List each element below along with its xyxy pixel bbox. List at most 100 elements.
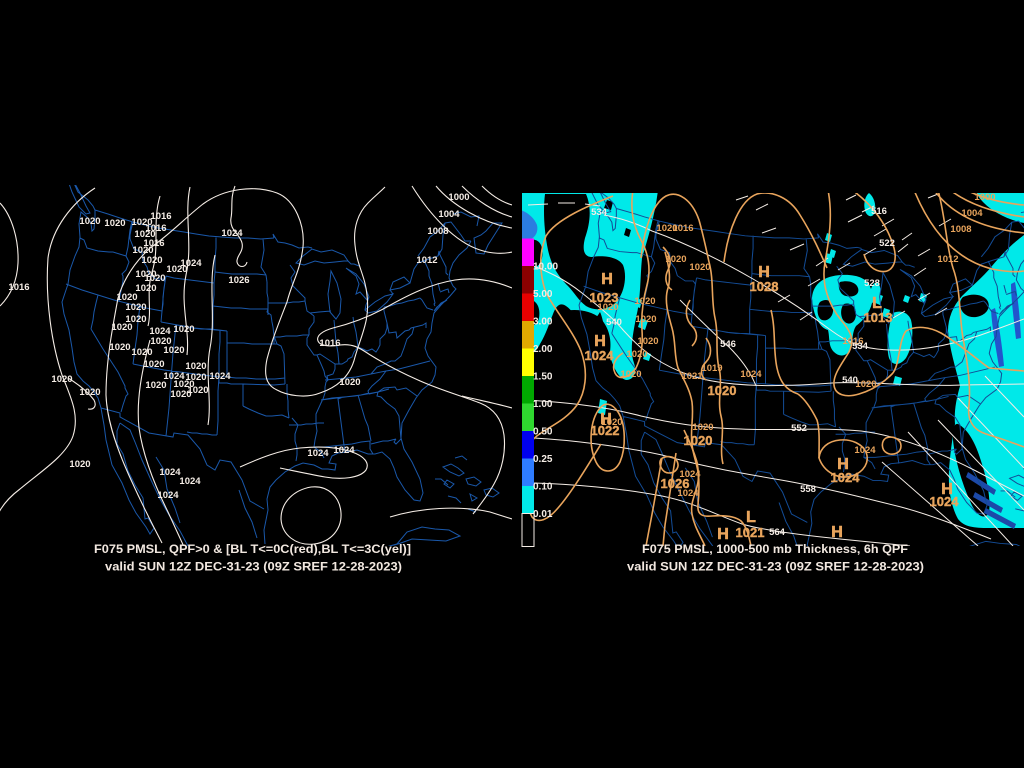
svg-text:1024: 1024	[163, 371, 185, 382]
svg-text:1024: 1024	[180, 258, 202, 269]
svg-text:1020: 1020	[185, 361, 206, 372]
svg-text:1020: 1020	[134, 229, 155, 240]
svg-text:1024: 1024	[930, 494, 960, 509]
svg-text:1016: 1016	[150, 211, 171, 222]
svg-text:1020: 1020	[635, 314, 656, 325]
svg-text:1020: 1020	[145, 380, 166, 391]
svg-text:1020: 1020	[185, 372, 206, 383]
svg-text:1024: 1024	[854, 445, 876, 456]
svg-text:1020: 1020	[125, 302, 146, 313]
svg-text:1020: 1020	[601, 417, 622, 428]
svg-text:540: 540	[842, 375, 858, 386]
svg-text:2.00: 2.00	[533, 344, 553, 355]
svg-text:1016: 1016	[143, 238, 164, 249]
svg-text:1000: 1000	[448, 192, 469, 203]
svg-text:1026: 1026	[228, 275, 249, 286]
svg-text:1020: 1020	[855, 379, 876, 390]
svg-text:1020: 1020	[187, 385, 208, 396]
svg-text:1024: 1024	[677, 488, 699, 499]
svg-text:1020: 1020	[173, 379, 194, 390]
svg-text:H: H	[941, 481, 953, 498]
svg-text:1020: 1020	[125, 314, 146, 325]
svg-text:1020: 1020	[79, 216, 100, 227]
svg-text:1016: 1016	[672, 223, 693, 234]
svg-text:1020: 1020	[150, 336, 171, 347]
svg-text:1024: 1024	[179, 476, 201, 487]
svg-text:1020: 1020	[132, 245, 153, 256]
svg-text:valid SUN 12Z DEC-31-23 (09Z S: valid SUN 12Z DEC-31-23 (09Z SREF 12-28-…	[627, 560, 924, 574]
svg-text:1020: 1020	[143, 359, 164, 370]
svg-text:1024: 1024	[209, 371, 231, 382]
svg-text:10.00: 10.00	[533, 262, 558, 273]
svg-text:F075 PMSL, QPF>0 & [BL T<=0C(r: F075 PMSL, QPF>0 & [BL T<=0C(red),BL T<=…	[94, 542, 411, 556]
svg-text:1020: 1020	[626, 349, 647, 360]
svg-text:1024: 1024	[307, 448, 329, 459]
svg-text:valid SUN 12Z DEC-31-23 (09Z S: valid SUN 12Z DEC-31-23 (09Z SREF 12-28-…	[105, 560, 402, 574]
svg-text:0.25: 0.25	[533, 454, 553, 465]
svg-text:1020: 1020	[131, 347, 152, 358]
svg-text:1012: 1012	[937, 254, 958, 265]
svg-text:516: 516	[871, 206, 887, 217]
svg-text:1020: 1020	[135, 269, 156, 280]
svg-text:1004: 1004	[438, 209, 460, 220]
svg-text:1024: 1024	[679, 469, 701, 480]
svg-text:1020: 1020	[620, 369, 641, 380]
svg-text:H: H	[600, 411, 612, 428]
svg-text:1000: 1000	[974, 192, 995, 203]
svg-text:1020: 1020	[51, 374, 72, 385]
svg-text:L: L	[746, 509, 756, 526]
svg-text:H: H	[601, 271, 613, 288]
svg-text:1020: 1020	[163, 345, 184, 356]
svg-text:528: 528	[864, 278, 880, 289]
svg-text:1020: 1020	[116, 292, 137, 303]
svg-text:564: 564	[769, 527, 786, 538]
svg-text:1020: 1020	[684, 433, 713, 448]
svg-text:1019: 1019	[701, 363, 722, 374]
svg-text:1013: 1013	[864, 310, 893, 325]
svg-text:546: 546	[720, 339, 736, 350]
svg-text:1008: 1008	[950, 224, 971, 235]
svg-text:1024: 1024	[333, 445, 355, 456]
svg-text:1020: 1020	[166, 264, 187, 275]
svg-text:1026: 1026	[661, 476, 690, 491]
svg-text:1020: 1020	[708, 383, 737, 398]
svg-text:1020: 1020	[637, 336, 658, 347]
svg-text:1016: 1016	[8, 282, 29, 293]
svg-text:1012: 1012	[416, 255, 437, 266]
svg-text:0.50: 0.50	[533, 427, 553, 438]
svg-text:1024: 1024	[157, 490, 179, 501]
svg-text:552: 552	[791, 423, 807, 434]
svg-text:1.00: 1.00	[533, 399, 553, 410]
svg-text:1020: 1020	[109, 342, 130, 353]
svg-text:1021: 1021	[736, 525, 765, 540]
svg-text:H: H	[837, 456, 849, 473]
svg-text:1028: 1028	[750, 279, 779, 294]
svg-text:522: 522	[879, 238, 895, 249]
svg-text:H: H	[717, 526, 729, 543]
svg-text:1016: 1016	[319, 338, 340, 349]
svg-text:1016: 1016	[145, 223, 166, 234]
svg-text:1024: 1024	[585, 348, 615, 363]
svg-text:1020: 1020	[144, 273, 165, 284]
svg-text:1020: 1020	[656, 223, 677, 234]
svg-text:1024: 1024	[159, 467, 181, 478]
svg-text:1016: 1016	[842, 336, 863, 347]
svg-text:1020: 1020	[170, 389, 191, 400]
svg-text:1020: 1020	[597, 302, 618, 313]
svg-text:1020: 1020	[131, 217, 152, 228]
svg-text:1024: 1024	[149, 326, 171, 337]
svg-text:1008: 1008	[427, 226, 448, 237]
svg-text:5.00: 5.00	[533, 289, 553, 300]
svg-text:H: H	[594, 333, 606, 350]
svg-text:1020: 1020	[69, 459, 90, 470]
svg-text:1024: 1024	[221, 228, 243, 239]
svg-text:1020: 1020	[111, 322, 132, 333]
svg-text:1024: 1024	[831, 470, 861, 485]
svg-text:540: 540	[606, 317, 622, 328]
svg-text:3.00: 3.00	[533, 317, 553, 328]
svg-text:1020: 1020	[79, 387, 100, 398]
svg-text:534: 534	[852, 341, 869, 352]
svg-text:F075 PMSL, 1000-500 mb Thickne: F075 PMSL, 1000-500 mb Thickness, 6h QPF	[642, 542, 908, 556]
svg-text:1020: 1020	[104, 218, 125, 229]
svg-text:1020: 1020	[173, 324, 194, 335]
